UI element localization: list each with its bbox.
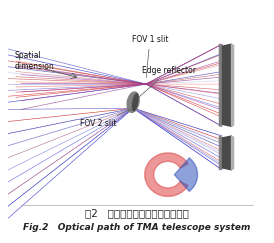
Polygon shape <box>232 136 234 170</box>
Polygon shape <box>145 153 188 196</box>
Text: FOV 2 slit: FOV 2 slit <box>80 109 131 128</box>
Polygon shape <box>222 136 232 170</box>
Text: Spatial
dimension: Spatial dimension <box>15 52 55 71</box>
Text: Edge reflector: Edge reflector <box>138 66 196 98</box>
Polygon shape <box>174 158 198 191</box>
Polygon shape <box>232 44 234 126</box>
Polygon shape <box>219 136 222 170</box>
Ellipse shape <box>127 92 139 112</box>
Text: 图2   离轴三反望远系统光学结构图: 图2 离轴三反望远系统光学结构图 <box>85 208 189 218</box>
Text: Fig.2   Optical path of TMA telescope system: Fig.2 Optical path of TMA telescope syst… <box>23 223 251 232</box>
Ellipse shape <box>132 94 138 111</box>
Text: FOV 1 slit: FOV 1 slit <box>132 35 168 78</box>
Polygon shape <box>219 44 222 126</box>
Polygon shape <box>222 44 232 126</box>
